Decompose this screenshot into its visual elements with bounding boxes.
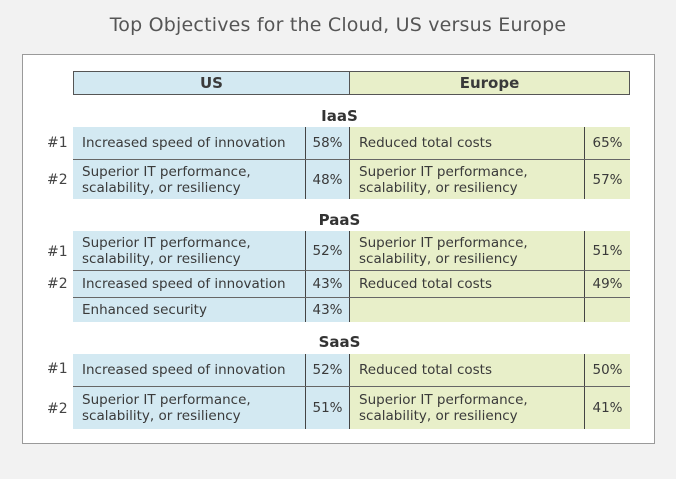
us-objective: Superior IT performance, scalability, or…	[73, 160, 305, 199]
us-percentage: 43%	[305, 271, 349, 297]
europe-objective	[349, 298, 584, 322]
europe-objective: Superior IT performance, scalability, or…	[349, 160, 584, 199]
table-row: #2 Superior IT performance, scalability,…	[23, 387, 656, 429]
us-percentage: 52%	[305, 231, 349, 270]
table-panel: US Europe IaaS #1 Increased speed of inn…	[22, 54, 655, 444]
section-title-iaas: IaaS	[321, 107, 358, 125]
us-percentage: 58%	[305, 127, 349, 159]
us-objective: Increased speed of innovation	[73, 271, 305, 297]
rank-label: #1	[47, 135, 68, 151]
column-header-us: US	[73, 71, 349, 95]
us-objective: Superior IT performance, scalability, or…	[73, 387, 305, 429]
row-divider	[73, 386, 630, 387]
table-row: #2 Superior IT performance, scalability,…	[23, 160, 656, 199]
europe-percentage: 41%	[584, 387, 630, 429]
chart-title: Top Objectives for the Cloud, US versus …	[109, 14, 567, 36]
us-objective: Increased speed of innovation	[73, 354, 305, 386]
europe-objective: Superior IT performance, scalability, or…	[349, 231, 584, 270]
europe-objective: Reduced total costs	[349, 127, 584, 159]
europe-percentage: 65%	[584, 127, 630, 159]
column-header-europe: Europe	[349, 71, 630, 95]
rank-label: #1	[47, 244, 68, 260]
europe-percentage	[584, 298, 630, 322]
rank-label: #2	[47, 401, 68, 417]
rank-label: #2	[47, 172, 68, 188]
europe-objective: Superior IT performance, scalability, or…	[349, 387, 584, 429]
europe-percentage: 50%	[584, 354, 630, 386]
section-title-paas: PaaS	[318, 211, 361, 229]
rank-label: #1	[47, 361, 68, 377]
row-divider	[73, 297, 630, 298]
table-row: #1 Increased speed of innovation 58% Red…	[23, 127, 656, 159]
table-row: #1 Superior IT performance, scalability,…	[23, 231, 656, 270]
europe-objective: Reduced total costs	[349, 271, 584, 297]
us-objective: Enhanced security	[73, 298, 305, 322]
europe-percentage: 49%	[584, 271, 630, 297]
table-row: Enhanced security 43%	[23, 298, 656, 322]
us-percentage: 43%	[305, 298, 349, 322]
row-divider	[73, 159, 630, 160]
europe-percentage: 57%	[584, 160, 630, 199]
us-objective: Increased speed of innovation	[73, 127, 305, 159]
us-objective: Superior IT performance, scalability, or…	[73, 231, 305, 270]
europe-percentage: 51%	[584, 231, 630, 270]
section-title-saas: SaaS	[318, 333, 361, 351]
us-percentage: 48%	[305, 160, 349, 199]
rank-label: #2	[47, 276, 68, 292]
table-row: #2 Increased speed of innovation 43% Red…	[23, 271, 656, 297]
europe-objective: Reduced total costs	[349, 354, 584, 386]
us-percentage: 52%	[305, 354, 349, 386]
us-percentage: 51%	[305, 387, 349, 429]
table-row: #1 Increased speed of innovation 52% Red…	[23, 354, 656, 386]
row-divider	[73, 270, 630, 271]
